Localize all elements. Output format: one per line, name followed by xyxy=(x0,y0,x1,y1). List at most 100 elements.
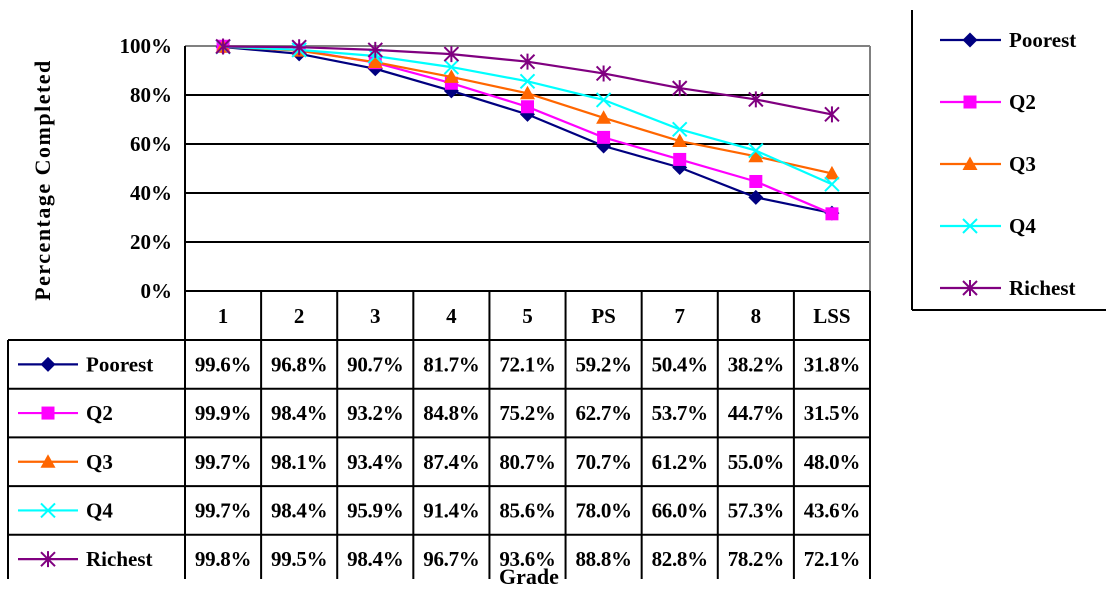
x-tick-label: 7 xyxy=(674,304,685,328)
legend-key-marker xyxy=(963,95,977,109)
table-cell-value: 31.8% xyxy=(804,352,860,376)
table-cell-value: 78.0% xyxy=(575,498,631,522)
x-tick-label: 2 xyxy=(294,304,305,328)
table-cell-value: 48.0% xyxy=(804,450,860,474)
x-tick-label: 5 xyxy=(522,304,533,328)
table-cell-value: 93.6% xyxy=(499,547,555,571)
x-tick-label: 3 xyxy=(370,304,381,328)
table-cell-value: 98.4% xyxy=(347,547,403,571)
table-cell-value: 87.4% xyxy=(423,450,479,474)
table-cell-value: 81.7% xyxy=(423,352,479,376)
table-cell-value: 55.0% xyxy=(728,450,784,474)
table-cell-value: 98.1% xyxy=(271,450,327,474)
table-cell-value: 90.7% xyxy=(347,352,403,376)
table-cell-value: 72.1% xyxy=(499,352,555,376)
data-point xyxy=(672,133,688,148)
data-point xyxy=(596,110,612,124)
table-cell-value: 99.6% xyxy=(195,352,251,376)
legend-label: Q4 xyxy=(1009,214,1036,238)
table-cell-value: 75.2% xyxy=(499,401,555,425)
table-cell-value: 82.8% xyxy=(652,547,708,571)
table-series-name: Poorest xyxy=(86,352,153,376)
table-cell-value: 88.8% xyxy=(575,547,631,571)
table-cell-value: 84.8% xyxy=(423,401,479,425)
table-cell-value: 66.0% xyxy=(652,498,708,522)
table-cell-value: 50.4% xyxy=(652,352,708,376)
y-tick-label: 80% xyxy=(130,83,172,107)
table-cell-value: 61.2% xyxy=(652,450,708,474)
series-line-q2 xyxy=(223,45,833,215)
table-cell-value: 59.2% xyxy=(575,352,631,376)
data-point xyxy=(597,130,611,144)
table-cell-value: 99.7% xyxy=(195,450,251,474)
table-cell-value: 31.5% xyxy=(804,401,860,425)
y-tick-label: 20% xyxy=(130,230,172,254)
legend-key-marker xyxy=(962,218,978,234)
legend-label: Q3 xyxy=(1009,152,1036,176)
data-point xyxy=(673,152,687,166)
table-cell-value: 99.5% xyxy=(271,547,327,571)
data-point xyxy=(824,176,840,192)
table-cell-value: 93.4% xyxy=(347,450,403,474)
data-point xyxy=(367,41,383,58)
table-cell-value: 99.8% xyxy=(195,547,251,571)
data-point xyxy=(367,54,383,69)
table-cell-value: 78.2% xyxy=(728,547,784,571)
table-cell-value: 96.7% xyxy=(423,547,479,571)
table-cell-value: 85.6% xyxy=(499,498,555,522)
data-point xyxy=(443,59,460,75)
table-cell-value: 91.4% xyxy=(423,498,479,522)
data-point xyxy=(520,85,535,100)
y-tick-label: 100% xyxy=(120,34,173,58)
table-legend-key-marker xyxy=(40,502,56,519)
data-point xyxy=(443,46,460,63)
legend-key-marker xyxy=(962,156,978,170)
x-axis-title: Grade xyxy=(499,564,559,589)
data-point xyxy=(519,53,536,70)
y-tick-label: 60% xyxy=(130,132,172,156)
data-point xyxy=(748,189,764,205)
legend-label: Q2 xyxy=(1009,90,1036,114)
data-point xyxy=(825,207,839,221)
data-point xyxy=(291,39,307,56)
y-tick-label: 0% xyxy=(141,279,173,303)
table-cell-value: 72.1% xyxy=(804,547,860,571)
table-legend-key-marker xyxy=(40,551,56,568)
data-point xyxy=(595,92,612,108)
data-point xyxy=(521,100,534,114)
table-cell-value: 53.7% xyxy=(652,401,708,425)
legend-label: Poorest xyxy=(1009,28,1076,52)
table-cell-value: 62.7% xyxy=(575,401,631,425)
data-point xyxy=(443,69,459,83)
series-line-poorest xyxy=(223,45,833,215)
legend-label: Richest xyxy=(1009,276,1076,300)
data-point xyxy=(748,148,764,163)
data-point xyxy=(824,106,840,123)
x-tick-label: PS xyxy=(591,304,616,328)
table-cell-value: 98.4% xyxy=(271,401,327,425)
table-cell-value: 57.3% xyxy=(728,498,784,522)
table-cell-value: 98.4% xyxy=(271,498,327,522)
table-series-name: Richest xyxy=(86,547,153,571)
x-tick-label: 1 xyxy=(218,304,229,328)
y-axis-title: Percentage Completed xyxy=(30,59,55,301)
table-cell-value: 93.2% xyxy=(347,401,403,425)
data-point xyxy=(824,165,840,180)
x-tick-label: 8 xyxy=(751,304,762,328)
data-point xyxy=(748,91,764,108)
table-cell-value: 44.7% xyxy=(728,401,784,425)
table-cell-value: 38.2% xyxy=(728,352,784,376)
legend-key-marker xyxy=(962,280,978,296)
table-cell-value: 99.9% xyxy=(195,401,251,425)
y-tick-label: 40% xyxy=(130,181,172,205)
table-cell-value: 99.7% xyxy=(195,498,251,522)
table-cell-value: 70.7% xyxy=(575,450,631,474)
table-cell-value: 95.9% xyxy=(347,498,403,522)
x-tick-label: 4 xyxy=(446,304,457,328)
data-point xyxy=(748,142,764,159)
table-legend-key-marker xyxy=(41,406,55,420)
data-point xyxy=(595,65,612,82)
table-cell-value: 96.8% xyxy=(271,352,327,376)
data-point xyxy=(749,174,763,188)
table-cell-value: 43.6% xyxy=(804,498,860,522)
